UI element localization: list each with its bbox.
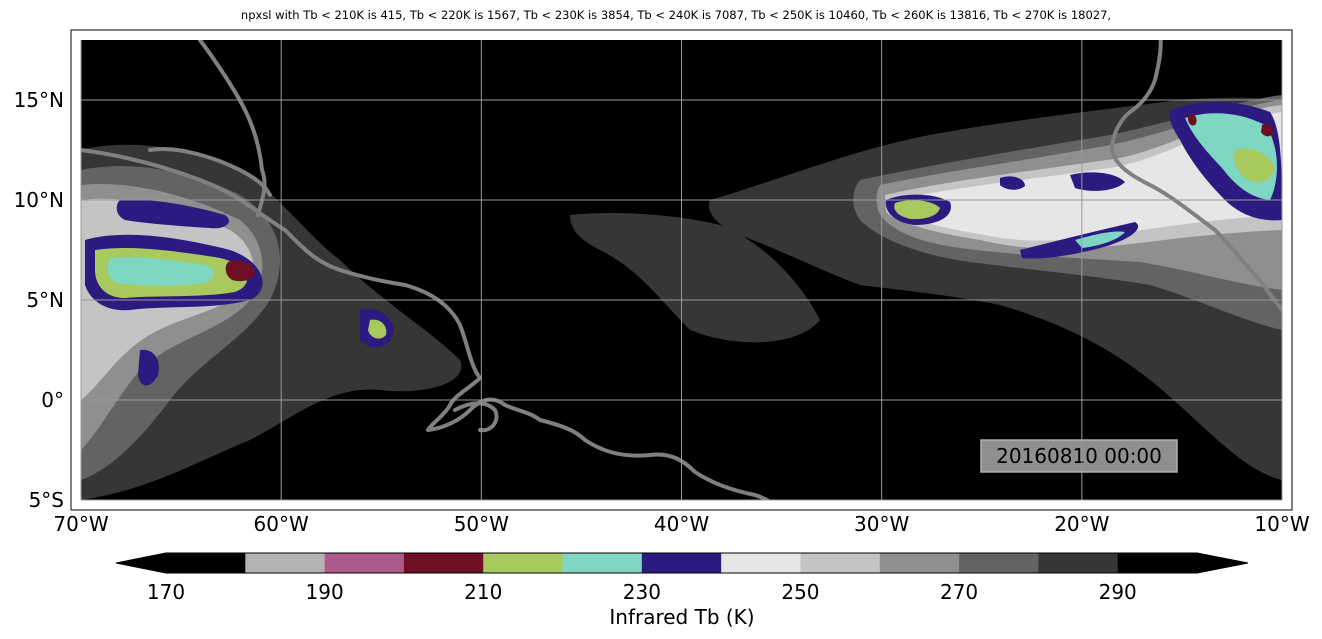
colorbar-swatch [1117,553,1198,573]
figure-title: npxsl with Tb < 210K is 415, Tb < 220K i… [240,8,1112,22]
colorbar-swatch [483,553,564,573]
cloud-cold-west-4 [116,199,230,229]
cloud-region-central [570,213,820,343]
colorbar-swatch [166,553,246,573]
cloud-cold-east-4 [1000,176,1025,190]
colorbar-extend-max [1196,552,1249,574]
coastlines [81,40,1282,500]
colorbar-tick-label: 170 [147,580,185,604]
lon-tick-label: 10°W [1254,512,1309,536]
lon-tick-label: 50°W [454,512,509,536]
lat-tick-label: 0° [41,388,64,412]
colorbar-swatch [800,553,881,573]
lon-tick-label: 40°W [654,512,709,536]
cloud-green-west-6 [368,319,387,339]
cloud-field [81,95,1282,500]
lon-tick-label: 60°W [254,512,309,536]
coastline-amazon-delta [453,401,499,433]
colorbar-swatch [324,553,405,573]
map-tick-labels: 70°W 60°W 50°W 40°W 30°W 20°W 10°W 15°N 10°N 5°N 0… [14,88,1310,536]
colorbar-tick-label: 270 [940,580,978,604]
colorbar-tick-label: 210 [464,580,502,604]
colorbar-swatch [959,553,1039,573]
lat-tick-label: 15°N [14,88,64,112]
colorbar-swatch [562,553,643,573]
colorbar-tick-label: 290 [1099,580,1137,604]
cloud-green-east-1 [894,200,940,220]
colorbar-swatch [1038,553,1119,573]
cloud-green-east-5 [1234,148,1275,183]
lat-tick-label: 5°S [29,488,64,512]
lon-tick-label: 30°W [854,512,909,536]
colorbar-swatch [641,553,722,573]
colorbar-swatch [403,553,484,573]
cloud-teal-east-2 [1075,231,1125,248]
cloud-coldest-east-2 [1187,114,1197,126]
lon-tick-label: 70°W [53,512,108,536]
colorbar-tick-label: 230 [623,580,661,604]
cloud-coldest-west [225,260,255,282]
colorbar-label: Infrared Tb (K) [609,605,754,629]
map-gridlines [80,40,1283,501]
colorbar-ticks: 170 190 210 230 250 270 290 [147,580,1137,604]
colorbar-swatch [721,553,801,573]
coastline-south-america [81,148,771,500]
colorbar-swatch [245,553,326,573]
cloud-cold-east-3 [1070,172,1125,191]
timestamp-label: 20160810 00:00 [996,444,1162,468]
colorbar-tick-label: 190 [306,580,344,604]
colorbar-tick-label: 250 [781,580,819,604]
coastline-antilles [198,40,267,217]
cloud-cold-west-3 [107,257,215,286]
lat-tick-label: 10°N [14,188,64,212]
colorbar-outline [165,552,1198,574]
timestamp-box [980,439,1178,473]
coastline-africa [1110,40,1282,314]
lon-tick-label: 20°W [1054,512,1109,536]
cloud-cold-west-5 [138,349,159,386]
colorbar-extend-min [115,552,167,574]
colorbar-swatch [879,553,960,573]
lat-tick-label: 5°N [26,288,64,312]
colorbar-swatches [115,552,1249,574]
cloud-coldest-east [1261,123,1274,137]
